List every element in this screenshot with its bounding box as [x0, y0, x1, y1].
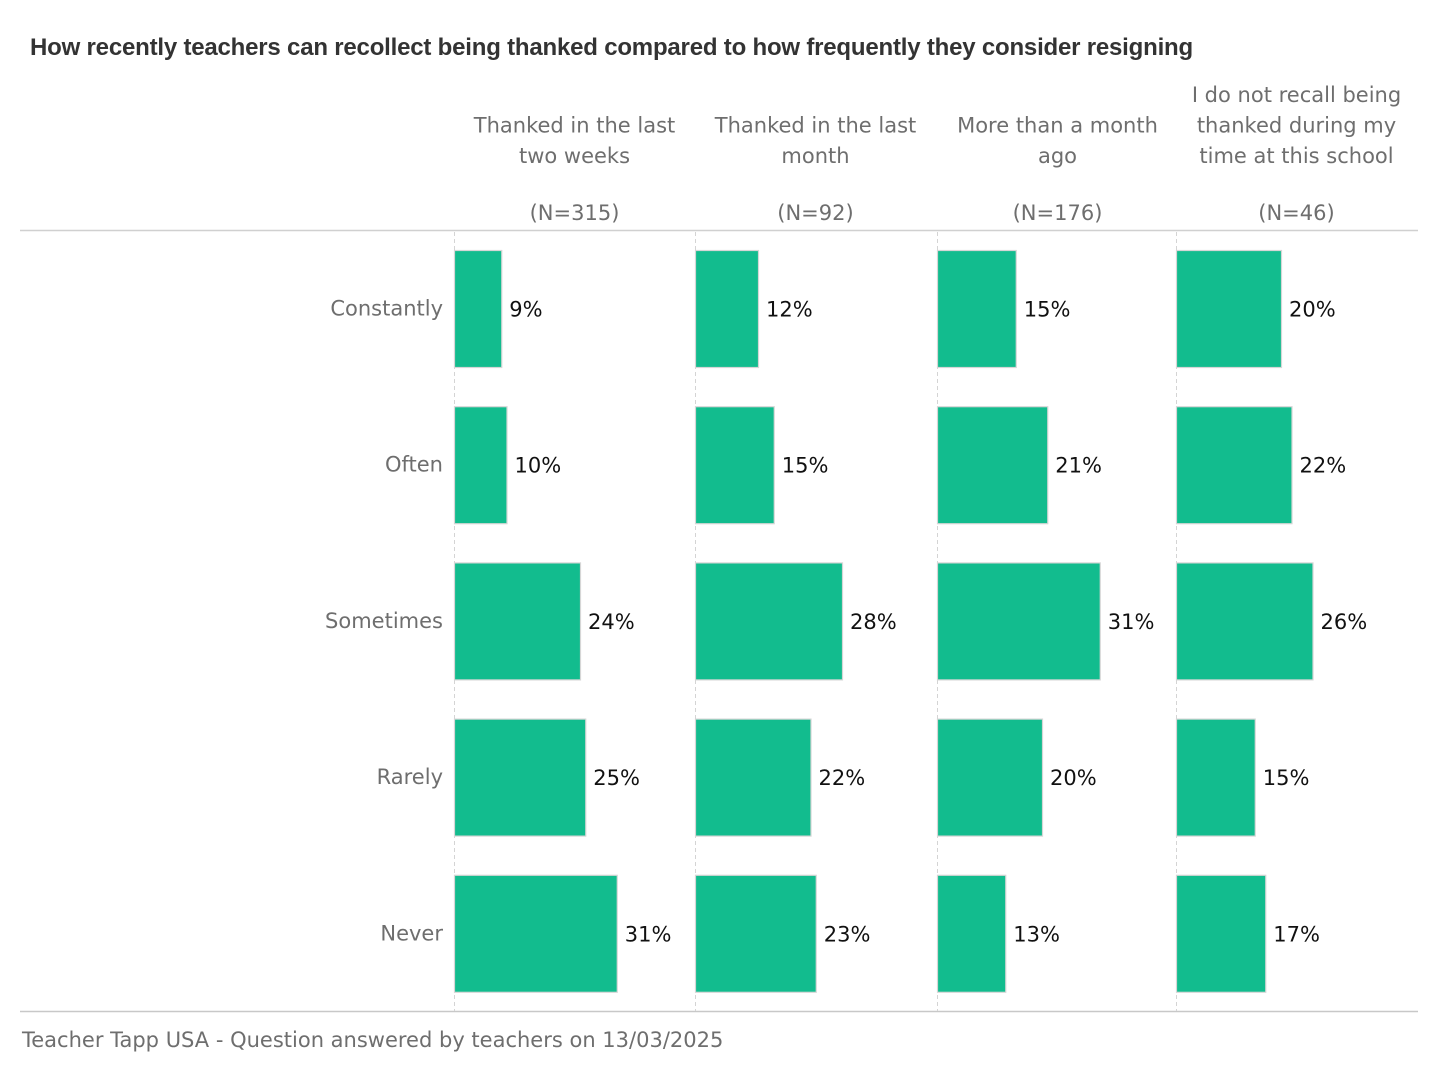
- column-n-label: (N=315): [530, 201, 620, 225]
- row-label: Never: [380, 921, 443, 945]
- bar-value-label: 21%: [1055, 454, 1102, 478]
- bar-value-label: 22%: [819, 766, 866, 790]
- panel: Thanked in the last two weeks (N=315) 9% 10%…: [453, 114, 676, 1011]
- bar-value-label: 17%: [1273, 922, 1320, 946]
- bar: [936, 406, 1049, 525]
- bar-value-label: 23%: [824, 922, 871, 946]
- bar: [694, 406, 775, 525]
- bar-value-label: 26%: [1321, 610, 1368, 634]
- bar-value-label: 20%: [1289, 298, 1336, 322]
- column-header-line: ago: [1038, 144, 1077, 168]
- bar: [453, 562, 582, 681]
- panel: I do not recall being thanked during my ti…: [1175, 83, 1401, 1011]
- bar: [936, 562, 1101, 681]
- column-header-line: two weeks: [519, 144, 630, 168]
- bar-value-label: 24%: [588, 610, 635, 634]
- bar-value-label: 13%: [1013, 922, 1060, 946]
- panel: Thanked in the last month (N=92) 12% 15% 28% 2…: [694, 114, 917, 1011]
- bar-value-label: 20%: [1050, 766, 1097, 790]
- bar-value-label: 25%: [593, 766, 640, 790]
- bar: [453, 718, 587, 837]
- bar: [1175, 874, 1267, 993]
- bar-value-label: 31%: [1108, 610, 1155, 634]
- bar: [1175, 406, 1293, 525]
- bar: [1175, 718, 1256, 837]
- column-header-line: I do not recall being: [1192, 83, 1401, 107]
- column-header-line: More than a month: [957, 114, 1158, 138]
- bar-value-label: 15%: [1263, 766, 1310, 790]
- bar: [936, 874, 1007, 993]
- bar-value-label: 10%: [515, 454, 562, 478]
- column-header-line: month: [781, 144, 849, 168]
- bar: [936, 718, 1044, 837]
- bar: [694, 718, 812, 837]
- column-header-line: time at this school: [1199, 144, 1393, 168]
- chart-footer: Teacher Tapp USA - Question answered by …: [22, 1028, 724, 1052]
- column-header-line: Thanked in the last: [473, 114, 676, 138]
- bar: [936, 249, 1017, 369]
- column-header-line: thanked during my: [1197, 114, 1396, 138]
- bar-value-label: 15%: [782, 454, 829, 478]
- bar-value-label: 15%: [1024, 298, 1071, 322]
- bar-value-label: 22%: [1300, 454, 1347, 478]
- bar: [453, 249, 503, 369]
- row-label: Often: [385, 453, 443, 477]
- bar: [453, 874, 618, 993]
- column-header-line: Thanked in the last: [714, 114, 917, 138]
- row-label: Constantly: [330, 297, 443, 321]
- bar: [1175, 249, 1283, 369]
- chart-title: How recently teachers can recollect bein…: [30, 34, 1193, 61]
- column-n-label: (N=46): [1258, 201, 1334, 225]
- bar-value-label: 12%: [766, 298, 813, 322]
- bar: [694, 249, 760, 369]
- row-label: Rarely: [377, 765, 443, 789]
- row-label: Sometimes: [325, 609, 443, 633]
- bar: [694, 562, 844, 681]
- column-n-label: (N=176): [1013, 201, 1103, 225]
- bar: [694, 874, 817, 993]
- bar: [453, 406, 508, 525]
- panel: More than a month ago (N=176) 15% 21% 31% 20% 1…: [936, 114, 1158, 1011]
- bar: [1175, 562, 1314, 681]
- bar-value-label: 31%: [625, 922, 672, 946]
- column-n-label: (N=92): [777, 201, 853, 225]
- bar-value-label: 9%: [509, 298, 542, 322]
- bar-value-label: 28%: [850, 610, 897, 634]
